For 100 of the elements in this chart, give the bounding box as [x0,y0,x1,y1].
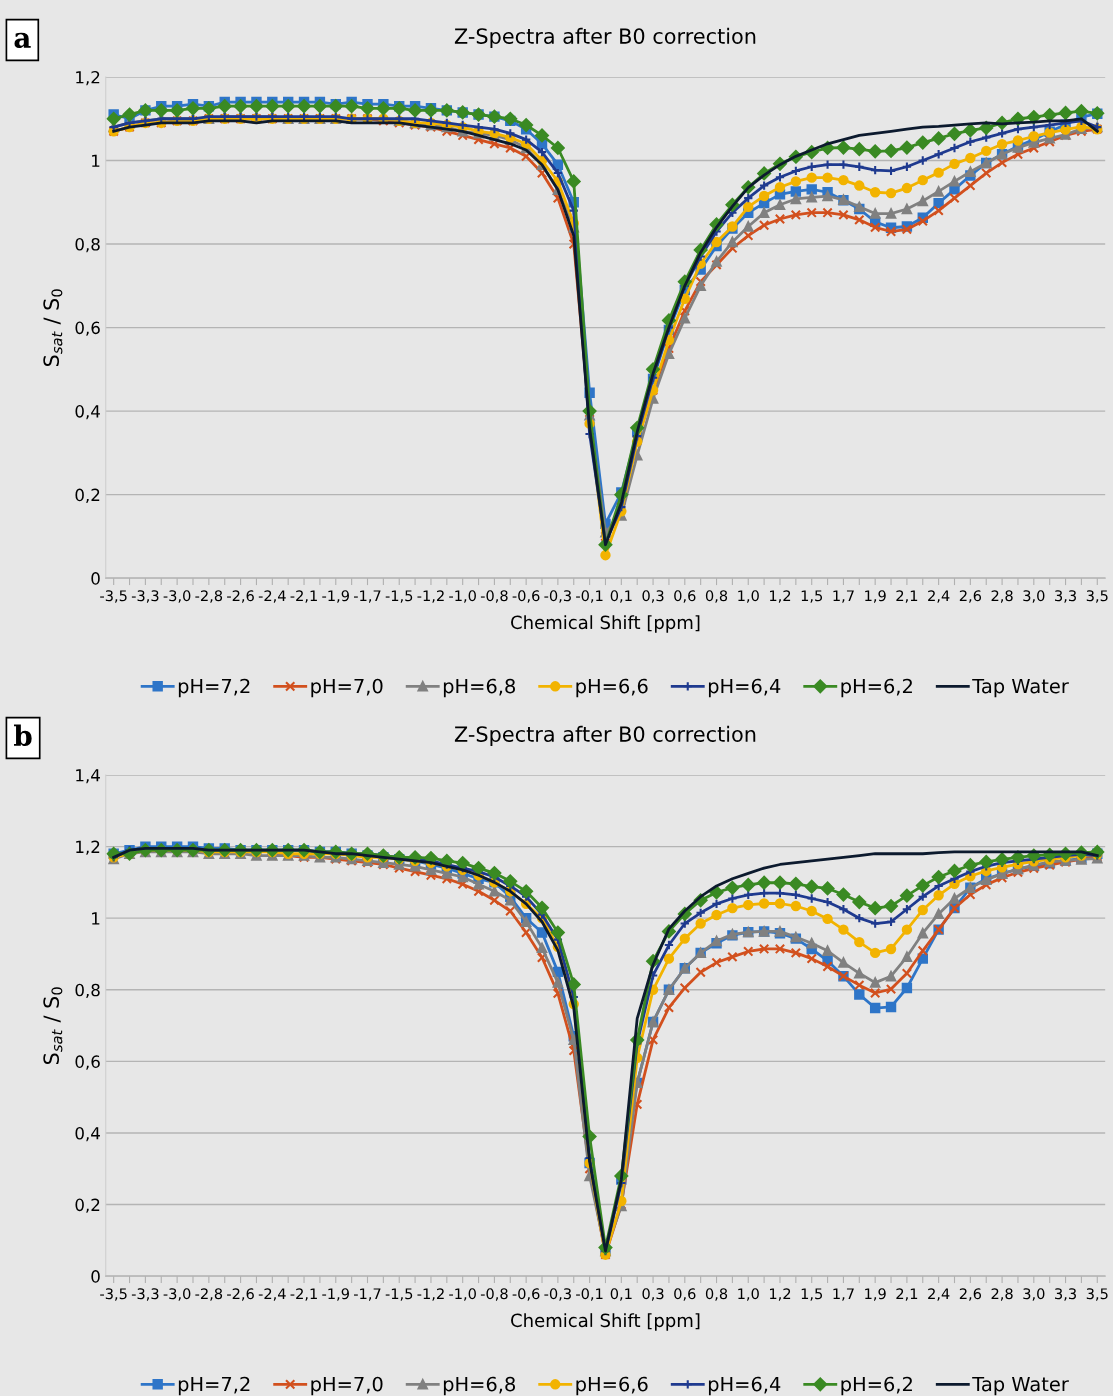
x-tick-label: 1,0 [738,1288,759,1301]
y-tick-label: 1 [92,912,100,925]
legend-label: pH=6,8 [443,1376,516,1396]
x-tick-label: 2,1 [896,590,918,603]
x-tick-label: -0,3 [544,590,571,603]
x-tick-label: 1,0 [738,590,759,603]
x-tick-label: -1,9 [322,590,349,603]
y-tick-label: 0 [91,572,100,585]
x-tick-label: -0,3 [544,1288,571,1301]
legend-label: pH=6,2 [841,1376,912,1396]
x-tick-label: -1,2 [417,590,444,603]
x-tick-label: -1,7 [353,1288,381,1301]
y-tick-label: 0,8 [75,238,100,253]
x-tick-label: 0,3 [642,590,664,603]
legend-label: pH=6,4 [708,678,781,698]
x-tick-label: -3,3 [131,590,159,603]
x-tick-label: 3,3 [1055,1288,1076,1301]
x-tick-label: 1,5 [801,590,823,603]
x-tick-label: 0,1 [610,1288,632,1301]
x-tick-label: 1,2 [769,1288,791,1301]
y-tick-label: 0,4 [75,1126,100,1142]
legend-label: pH=7,2 [178,678,250,698]
legend-label: Tap Water [972,1376,1069,1396]
x-tick-label: -0,1 [576,1288,603,1301]
y-tick-label: 1,4 [76,769,100,784]
x-tick-label: 1,7 [833,1288,854,1301]
x-tick-label: -3,5 [100,590,127,603]
text: b [13,724,32,747]
x-tick-label: -2,6 [227,590,254,603]
x-tick-label: -2,8 [195,590,223,603]
legend-label: pH=6,8 [443,678,516,698]
x-tick-label: -3,5 [100,1288,127,1301]
x-tick-label: 1,9 [865,1288,886,1301]
x-tick-label: 1,9 [865,590,886,603]
x-tick-label: -1,2 [417,1288,444,1301]
x-tick-label: -2,4 [258,1288,286,1301]
x-tick-label: -3,0 [163,1288,191,1301]
x-axis-title: Chemical Shift [ppm] [511,615,700,633]
x-tick-label: -1,5 [385,1288,413,1301]
x-tick-label: 3,5 [1086,590,1108,603]
x-tick-label: 0,8 [705,1288,728,1301]
legend-label: pH=7,0 [311,1376,383,1396]
x-tick-label: 2,1 [896,1288,918,1301]
x-tick-label: -0,8 [480,1288,508,1301]
x-tick-label: -0,8 [480,590,508,603]
x-tick-label: 0,1 [610,590,632,603]
legend-label: pH=7,0 [311,678,383,698]
x-tick-label: -2,4 [258,590,286,603]
x-tick-label: -1,0 [449,590,476,603]
legend-label: pH=6,6 [576,1376,648,1396]
x-tick-label: 2,8 [991,1288,1013,1301]
legend-label: pH=6,6 [576,678,648,698]
x-tick-label: -1,0 [449,1288,476,1301]
y-tick-label: 1 [92,154,100,167]
x-tick-label: -0,6 [512,1288,540,1301]
x-tick-label: -3,3 [131,1288,159,1301]
x-tick-label: 3,3 [1055,590,1076,603]
x-tick-label: 1,5 [801,1288,823,1301]
chart-title: Z-Spectra after B0 correction [454,27,756,48]
x-tick-label: 2,6 [959,1288,982,1301]
x-tick-label: 2,4 [928,590,950,603]
x-tick-label: 1,2 [769,590,791,603]
x-tick-label: 0,6 [674,590,696,603]
y-tick-label: 0,8 [75,983,100,999]
y-tick-label: 0,6 [75,1055,100,1070]
x-tick-label: 3,0 [1023,590,1045,603]
x-tick-label: 2,8 [991,590,1013,603]
y-tick-label: 0 [91,1270,100,1283]
text: a [14,32,31,49]
y-axis-title: S$_{sat}$ / S$_{0}$ [43,987,63,1065]
x-tick-label: -2,6 [227,1288,254,1301]
x-tick-label: 0,3 [642,1288,664,1301]
y-tick-label: 1,2 [76,840,100,855]
x-tick-label: -1,7 [353,590,381,603]
legend-label: pH=6,4 [708,1376,781,1396]
x-tick-label: 0,8 [705,590,728,603]
x-axis-title: Chemical Shift [ppm] [511,1313,700,1331]
x-tick-label: 1,7 [833,590,854,603]
x-tick-label: 2,4 [928,1288,950,1301]
y-tick-label: 0,2 [75,488,100,503]
x-tick-label: -2,8 [195,1288,223,1301]
y-tick-label: 1,2 [76,70,100,86]
x-tick-label: -1,5 [385,590,413,603]
legend-label: pH=6,2 [841,678,912,698]
y-axis-title: S$_{sat}$ / S$_{0}$ [43,289,63,367]
x-tick-label: -2,1 [290,590,317,603]
x-tick-label: -0,6 [512,590,540,603]
legend-label: pH=7,2 [178,1376,250,1396]
legend-label: Tap Water [972,678,1069,698]
x-tick-label: -1,9 [322,1288,349,1301]
x-tick-label: 2,6 [959,590,982,603]
x-tick-label: -2,1 [290,1288,317,1301]
x-tick-label: 0,6 [674,1288,696,1301]
y-tick-label: 0,6 [75,321,100,336]
x-tick-label: 3,0 [1023,1288,1045,1301]
x-tick-label: -3,0 [163,590,191,603]
x-tick-label: -0,1 [576,590,603,603]
chart-title: Z-Spectra after B0 correction [454,725,756,746]
x-tick-label: 3,5 [1086,1288,1108,1301]
y-tick-label: 0,4 [75,405,100,420]
